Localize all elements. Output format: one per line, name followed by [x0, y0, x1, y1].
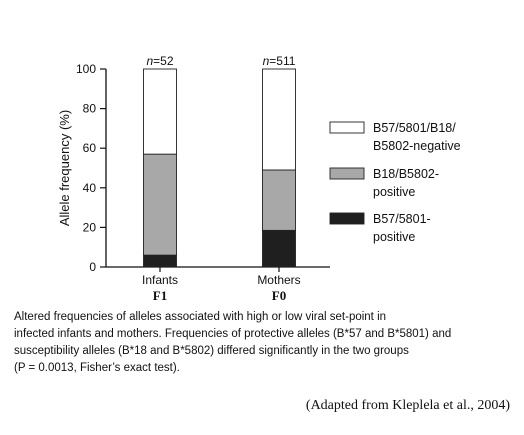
figure-caption: Altered frequencies of alleles associate… [14, 309, 514, 377]
legend-label: B57/5801/B18/ [373, 121, 456, 135]
legend-swatch [329, 212, 365, 225]
bar-segment [262, 68, 296, 171]
legend-label: positive [373, 230, 415, 244]
y-tick-label: 0 [89, 260, 96, 274]
y-tick-label: 80 [83, 102, 97, 116]
x-category-sublabel: F0 [272, 288, 286, 303]
caption-line: Altered frequencies of alleles associate… [14, 311, 387, 323]
bar-segment [262, 229, 296, 268]
y-axis: 0 20 40 60 80 100 Allele frequency (%) [57, 62, 330, 274]
bar-segment [143, 153, 177, 256]
y-tick-label: 40 [83, 181, 97, 195]
legend: B57/5801/B18/B5802-negative B18/B5802- pos… [329, 121, 461, 244]
bars: n=52 n=511 [143, 54, 296, 268]
bar-sample-size-label: n=511 [263, 54, 296, 68]
caption-line: infected infants and mothers. Frequencie… [14, 328, 452, 340]
y-tick-label: 100 [76, 62, 96, 76]
x-category-label: Infants [142, 273, 178, 287]
x-category-sublabel: F1 [153, 288, 167, 303]
source-citation: (Adapted from Kleplela et al., 2004) [305, 398, 510, 413]
legend-label: B18/B5802- [373, 167, 439, 181]
bar-sample-size-label: n=52 [146, 54, 173, 68]
x-category-label: Mothers [257, 273, 300, 287]
caption-line: (P = 0.0013, Fisher’s exact test). [14, 362, 180, 374]
y-tick-label: 20 [83, 220, 97, 234]
bar-segment [143, 68, 177, 155]
caption-line: susceptibility alleles (B*18 and B*5802)… [14, 345, 409, 357]
y-tick-label: 60 [83, 141, 97, 155]
legend-swatch [329, 121, 365, 134]
legend-label: B57/5801- [373, 212, 431, 226]
bar-segment [262, 169, 296, 231]
legend-label: B5802-negative [373, 139, 461, 153]
bar-segment [143, 254, 177, 268]
y-axis-label: Allele frequency (%) [57, 110, 72, 226]
legend-label: positive [373, 185, 415, 199]
legend-swatch [329, 167, 365, 180]
